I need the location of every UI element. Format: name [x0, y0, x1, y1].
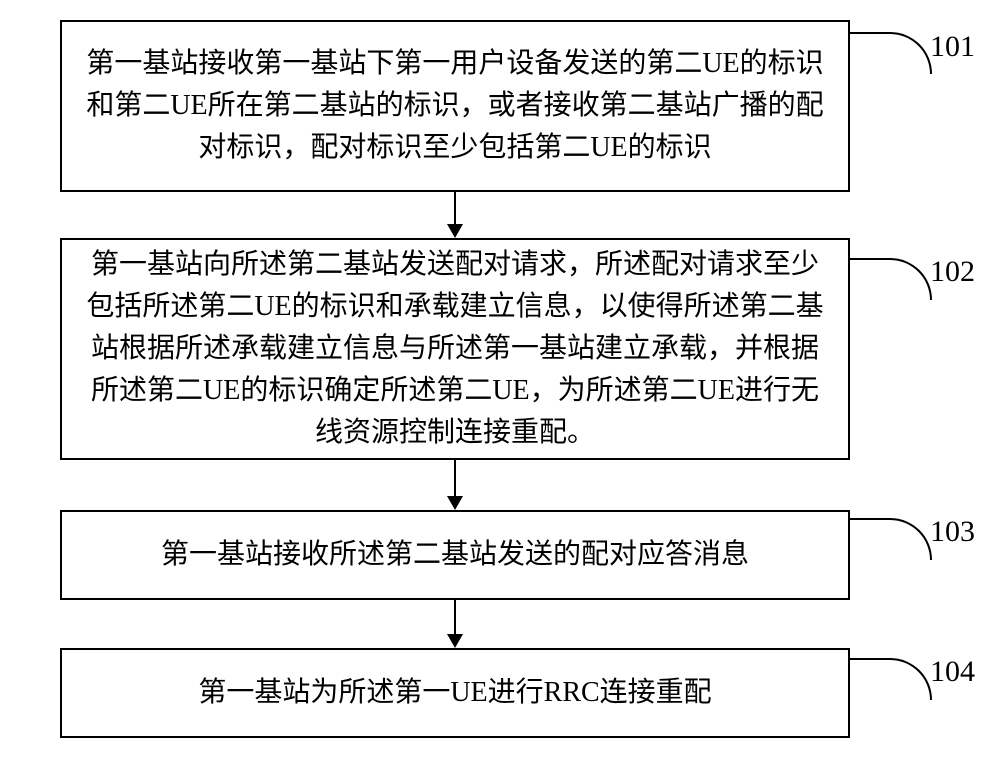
arrow-head-1 — [447, 224, 463, 238]
connector-103 — [850, 518, 932, 560]
step-box-101: 第一基站接收第一基站下第一用户设备发送的第二UE的标识和第二UE所在第二基站的标… — [60, 20, 850, 192]
step-label-104: 104 — [930, 655, 975, 689]
arrow-head-2 — [447, 496, 463, 510]
step-label-103: 103 — [930, 515, 975, 549]
step-box-104: 第一基站为所述第一UE进行RRC连接重配 — [60, 648, 850, 738]
step-label-102: 102 — [930, 255, 975, 289]
connector-104 — [850, 658, 932, 700]
step-text-104: 第一基站为所述第一UE进行RRC连接重配 — [198, 672, 711, 714]
step-text-103: 第一基站接收所述第二基站发送的配对应答消息 — [161, 534, 749, 576]
arrow-line-2 — [454, 460, 456, 496]
flowchart-canvas: 第一基站接收第一基站下第一用户设备发送的第二UE的标识和第二UE所在第二基站的标… — [0, 0, 1000, 770]
step-label-101: 101 — [930, 30, 975, 64]
arrow-line-1 — [454, 192, 456, 224]
connector-102 — [850, 258, 932, 300]
step-box-103: 第一基站接收所述第二基站发送的配对应答消息 — [60, 510, 850, 600]
step-box-102: 第一基站向所述第二基站发送配对请求，所述配对请求至少包括所述第二UE的标识和承载… — [60, 238, 850, 460]
arrow-line-3 — [454, 600, 456, 634]
arrow-head-3 — [447, 634, 463, 648]
step-text-102: 第一基站向所述第二基站发送配对请求，所述配对请求至少包括所述第二UE的标识和承载… — [82, 244, 828, 454]
connector-101 — [850, 32, 932, 74]
step-text-101: 第一基站接收第一基站下第一用户设备发送的第二UE的标识和第二UE所在第二基站的标… — [82, 43, 828, 169]
